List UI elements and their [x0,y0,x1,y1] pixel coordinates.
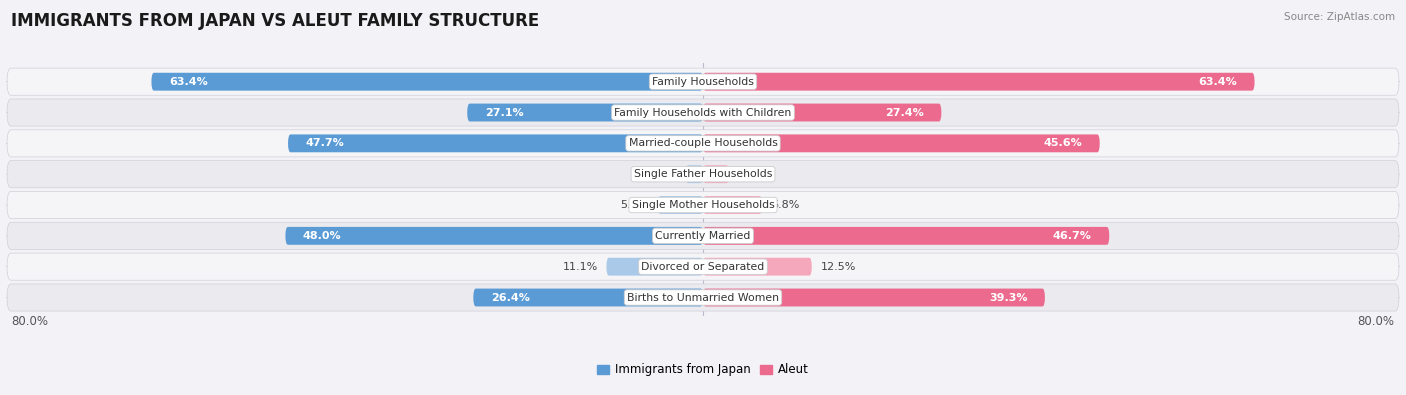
FancyBboxPatch shape [703,165,730,183]
FancyBboxPatch shape [703,103,942,122]
Text: Single Mother Households: Single Mother Households [631,200,775,210]
Text: 45.6%: 45.6% [1043,138,1083,149]
Text: 5.2%: 5.2% [620,200,650,210]
Text: 47.7%: 47.7% [305,138,344,149]
Text: Births to Unmarried Women: Births to Unmarried Women [627,293,779,303]
FancyBboxPatch shape [658,196,703,214]
FancyBboxPatch shape [703,73,1254,90]
Text: Source: ZipAtlas.com: Source: ZipAtlas.com [1284,12,1395,22]
Text: IMMIGRANTS FROM JAPAN VS ALEUT FAMILY STRUCTURE: IMMIGRANTS FROM JAPAN VS ALEUT FAMILY ST… [11,12,540,30]
FancyBboxPatch shape [7,284,1399,311]
Text: 48.0%: 48.0% [302,231,342,241]
FancyBboxPatch shape [7,222,1399,249]
Text: 80.0%: 80.0% [1358,315,1395,328]
Text: Married-couple Households: Married-couple Households [628,138,778,149]
Text: Currently Married: Currently Married [655,231,751,241]
FancyBboxPatch shape [285,227,703,245]
FancyBboxPatch shape [703,227,1109,245]
Legend: Immigrants from Japan, Aleut: Immigrants from Japan, Aleut [592,358,814,381]
FancyBboxPatch shape [703,289,1045,307]
Text: 3.0%: 3.0% [738,169,766,179]
Text: Family Households: Family Households [652,77,754,87]
FancyBboxPatch shape [474,289,703,307]
Text: Divorced or Separated: Divorced or Separated [641,261,765,272]
FancyBboxPatch shape [7,253,1399,280]
FancyBboxPatch shape [7,130,1399,157]
Text: Family Households with Children: Family Households with Children [614,107,792,118]
FancyBboxPatch shape [703,134,1099,152]
Text: Single Father Households: Single Father Households [634,169,772,179]
Text: 80.0%: 80.0% [11,315,48,328]
FancyBboxPatch shape [288,134,703,152]
Text: 11.1%: 11.1% [562,261,598,272]
FancyBboxPatch shape [703,196,762,214]
Text: 39.3%: 39.3% [988,293,1028,303]
Text: 27.4%: 27.4% [886,107,924,118]
Text: 12.5%: 12.5% [821,261,856,272]
FancyBboxPatch shape [7,68,1399,95]
FancyBboxPatch shape [7,161,1399,188]
FancyBboxPatch shape [7,192,1399,218]
FancyBboxPatch shape [686,165,703,183]
Text: 6.8%: 6.8% [770,200,799,210]
FancyBboxPatch shape [7,99,1399,126]
Text: 26.4%: 26.4% [491,293,530,303]
Text: 63.4%: 63.4% [1198,77,1237,87]
FancyBboxPatch shape [606,258,703,276]
FancyBboxPatch shape [152,73,703,90]
Text: 46.7%: 46.7% [1053,231,1092,241]
Text: 2.0%: 2.0% [648,169,676,179]
FancyBboxPatch shape [703,258,811,276]
FancyBboxPatch shape [467,103,703,122]
Text: 27.1%: 27.1% [485,107,523,118]
Text: 63.4%: 63.4% [169,77,208,87]
